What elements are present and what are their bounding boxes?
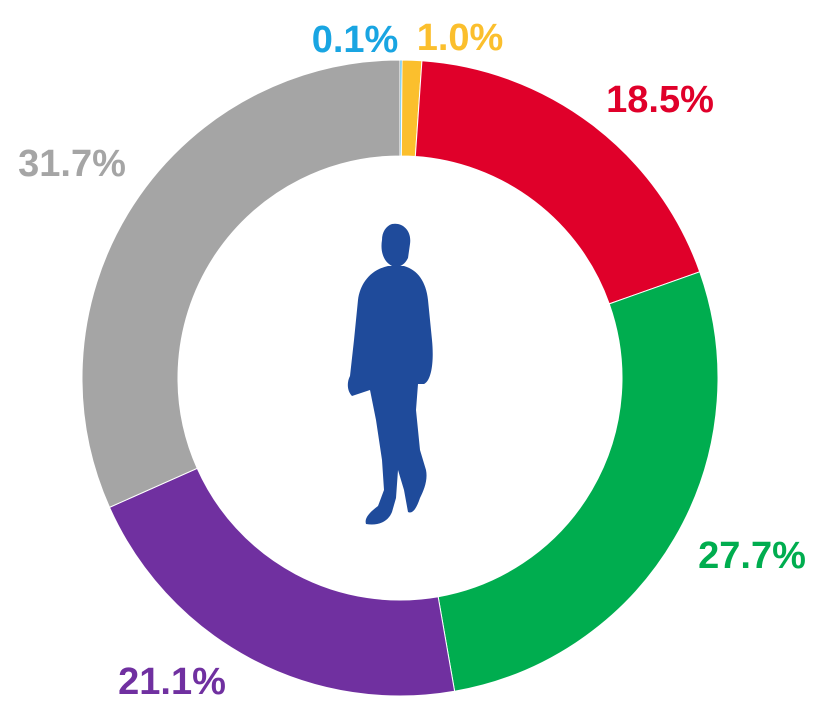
data-label: 18.5% bbox=[606, 79, 714, 121]
data-label: 31.7% bbox=[18, 143, 126, 185]
data-label: 27.7% bbox=[698, 535, 806, 577]
data-label: 0.1% bbox=[312, 19, 399, 61]
donut-segment bbox=[108, 467, 456, 697]
data-label: 21.1% bbox=[118, 661, 226, 702]
donut-segment bbox=[81, 59, 401, 509]
donut-segment bbox=[437, 271, 719, 692]
data-label: 1.0% bbox=[417, 17, 504, 59]
person-silhouette bbox=[347, 223, 433, 525]
